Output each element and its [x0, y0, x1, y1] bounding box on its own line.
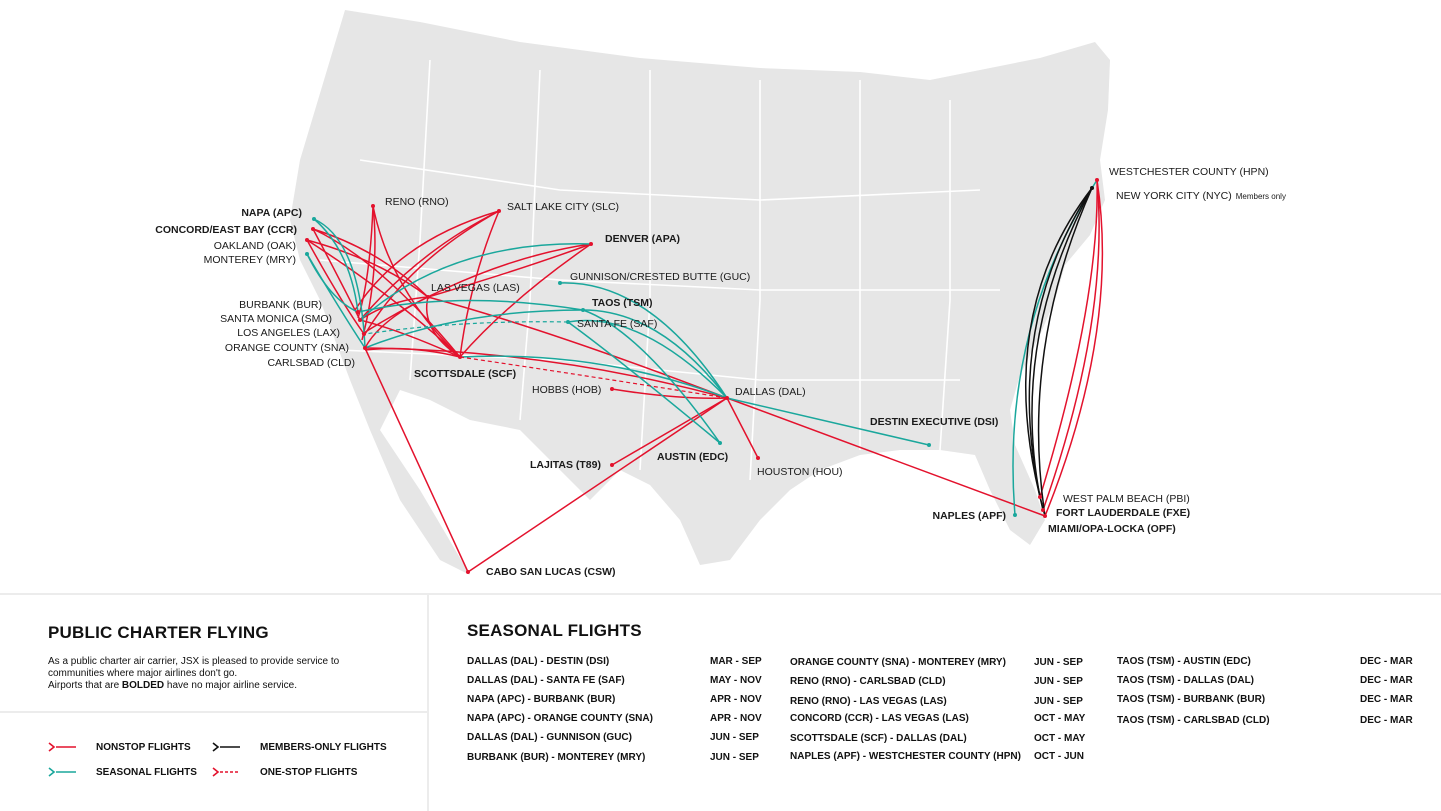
seasonal-route: NAPA (APC) - ORANGE COUNTY (SNA): [467, 713, 653, 724]
public-charter-description: As a public charter air carrier, JSX is …: [48, 656, 348, 692]
desc-line-1: As a public charter air carrier, JSX is …: [48, 656, 340, 679]
label-santa-monica: SANTA MONICA (SMO): [220, 313, 332, 325]
label-napa: NAPA (APC): [241, 207, 302, 219]
seasonal-route: NAPLES (APF) - WESTCHESTER COUNTY (HPN): [790, 751, 1021, 762]
seasonal-months: JUN - SEP: [710, 752, 759, 763]
public-charter-title: PUBLIC CHARTER FLYING: [48, 623, 269, 642]
seasonal-months: DEC - MAR: [1360, 656, 1413, 667]
seasonal-months: APR - NOV: [710, 713, 762, 724]
seasonal-routes: [306, 179, 1098, 516]
panel-divider: [0, 593, 1441, 595]
label-dallas: DALLAS (DAL): [735, 386, 806, 398]
airport-dots: [305, 178, 1099, 574]
seasonal-months: OCT - JUN: [1034, 751, 1084, 762]
seasonal-months: APR - NOV: [710, 694, 762, 705]
seasonal-months: DEC - MAR: [1360, 694, 1413, 705]
label-orange-county: ORANGE COUNTY (SNA): [225, 342, 349, 354]
seasonal-months: DEC - MAR: [1360, 715, 1413, 726]
legend-onestop-label: ONE-STOP FLIGHTS: [260, 766, 358, 778]
panel-divider-vertical: [427, 595, 429, 811]
us-landmass: [290, 10, 1110, 575]
seasonal-months: OCT - MAY: [1034, 733, 1086, 744]
seasonal-route: RENO (RNO) - CARLSBAD (CLD): [790, 676, 946, 687]
seasonal-route: DALLAS (DAL) - SANTA FE (SAF): [467, 675, 625, 686]
label-hobbs: HOBBS (HOB): [532, 384, 601, 396]
seasonal-route: DALLAS (DAL) - DESTIN (DSI): [467, 656, 610, 667]
seasonal-route: DALLAS (DAL) - GUNNISON (GUC): [467, 732, 632, 743]
members-line-icon: [212, 742, 240, 752]
legend-seasonal: SEASONAL FLIGHTS: [48, 766, 197, 778]
label-cabo: CABO SAN LUCAS (CSW): [486, 566, 616, 578]
legend-onestop: ONE-STOP FLIGHTS: [212, 766, 357, 778]
legend-seasonal-label: SEASONAL FLIGHTS: [96, 766, 197, 778]
seasonal-route: BURBANK (BUR) - MONTEREY (MRY): [467, 752, 646, 763]
label-scottsdale: SCOTTSDALE (SCF): [414, 368, 516, 380]
seasonal-route: TAOS (TSM) - DALLAS (DAL): [1117, 675, 1255, 686]
seasonal-months: OCT - MAY: [1034, 713, 1086, 724]
label-naples: NAPLES (APF): [933, 510, 1007, 522]
onestop-line-icon: [212, 767, 240, 777]
seasonal-months: MAR - SEP: [710, 656, 762, 667]
seasonal-route: ORANGE COUNTY (SNA) - MONTEREY (MRY): [790, 657, 1006, 668]
seasonal-months: JUN - SEP: [1034, 657, 1083, 668]
label-houston: HOUSTON (HOU): [757, 466, 843, 478]
seasonal-route: TAOS (TSM) - AUSTIN (EDC): [1117, 656, 1251, 667]
desc-line-2c: have no major airline service.: [164, 680, 297, 691]
desc-bolded: BOLDED: [121, 680, 165, 691]
seasonal-months: DEC - MAR: [1360, 675, 1413, 686]
label-lajitas: LAJITAS (T89): [530, 459, 601, 471]
legend-members: MEMBERS-ONLY FLIGHTS: [212, 741, 387, 753]
label-fort-lauderdale: FORT LAUDERDALE (FXE): [1056, 507, 1190, 519]
legend-members-label: MEMBERS-ONLY FLIGHTS: [260, 741, 387, 753]
seasonal-months: MAY - NOV: [710, 675, 762, 686]
desc-line-2a: Airports that are: [48, 680, 122, 691]
onestop-routes: [459, 356, 728, 399]
seasonal-route: SCOTTSDALE (SCF) - DALLAS (DAL): [790, 733, 967, 744]
seasonal-months: JUN - SEP: [1034, 696, 1083, 707]
label-nyc: NEW YORK CITY (NYC) Members only: [1116, 190, 1286, 202]
seasonal-route: TAOS (TSM) - BURBANK (BUR): [1117, 694, 1266, 705]
label-taos: TAOS (TSM): [592, 297, 652, 309]
label-miami: MIAMI/OPA-LOCKA (OPF): [1048, 523, 1176, 535]
seasonal-route: RENO (RNO) - LAS VEGAS (LAS): [790, 696, 947, 707]
label-westchester: WESTCHESTER COUNTY (HPN): [1109, 166, 1269, 178]
nonstop-line-icon: [48, 742, 76, 752]
seasonal-months: JUN - SEP: [1034, 676, 1083, 687]
airport-labels: NAPA (APC) CONCORD/EAST BAY (CCR) OAKLAN…: [155, 166, 1286, 578]
label-gunnison: GUNNISON/CRESTED BUTTE (GUC): [570, 271, 750, 283]
members-routes: [1025, 187, 1093, 517]
label-burbank: BURBANK (BUR): [239, 299, 322, 311]
label-west-palm: WEST PALM BEACH (PBI): [1063, 493, 1190, 505]
seasonal-months: JUN - SEP: [710, 732, 759, 743]
label-las-vegas: LAS VEGAS (LAS): [431, 282, 520, 294]
seasonal-route: TAOS (TSM) - CARLSBAD (CLD): [1117, 715, 1270, 726]
label-monterey: MONTEREY (MRY): [204, 254, 296, 266]
nyc-members-note: Members only: [1236, 192, 1286, 201]
label-austin: AUSTIN (EDC): [657, 451, 728, 463]
legend-nonstop: NONSTOP FLIGHTS: [48, 741, 191, 753]
label-reno: RENO (RNO): [385, 196, 449, 208]
seasonal-route: CONCORD (CCR) - LAS VEGAS (LAS): [790, 713, 969, 724]
legend-divider: [0, 711, 427, 713]
label-denver: DENVER (APA): [605, 233, 680, 245]
label-carlsbad: CARLSBAD (CLD): [267, 357, 355, 369]
seasonal-line-icon: [48, 767, 76, 777]
label-los-angeles: LOS ANGELES (LAX): [237, 327, 340, 339]
label-santa-fe: SANTA FE (SAF): [577, 318, 657, 330]
label-concord: CONCORD/EAST BAY (CCR): [155, 224, 297, 236]
route-map: NAPA (APC) CONCORD/EAST BAY (CCR) OAKLAN…: [155, 10, 1286, 578]
seasonal-flights-title: SEASONAL FLIGHTS: [467, 621, 642, 640]
label-destin: DESTIN EXECUTIVE (DSI): [870, 416, 998, 428]
legend-nonstop-label: NONSTOP FLIGHTS: [96, 741, 191, 753]
label-oakland: OAKLAND (OAK): [214, 240, 296, 252]
seasonal-route: NAPA (APC) - BURBANK (BUR): [467, 694, 616, 705]
label-salt-lake: SALT LAKE CITY (SLC): [507, 201, 619, 213]
